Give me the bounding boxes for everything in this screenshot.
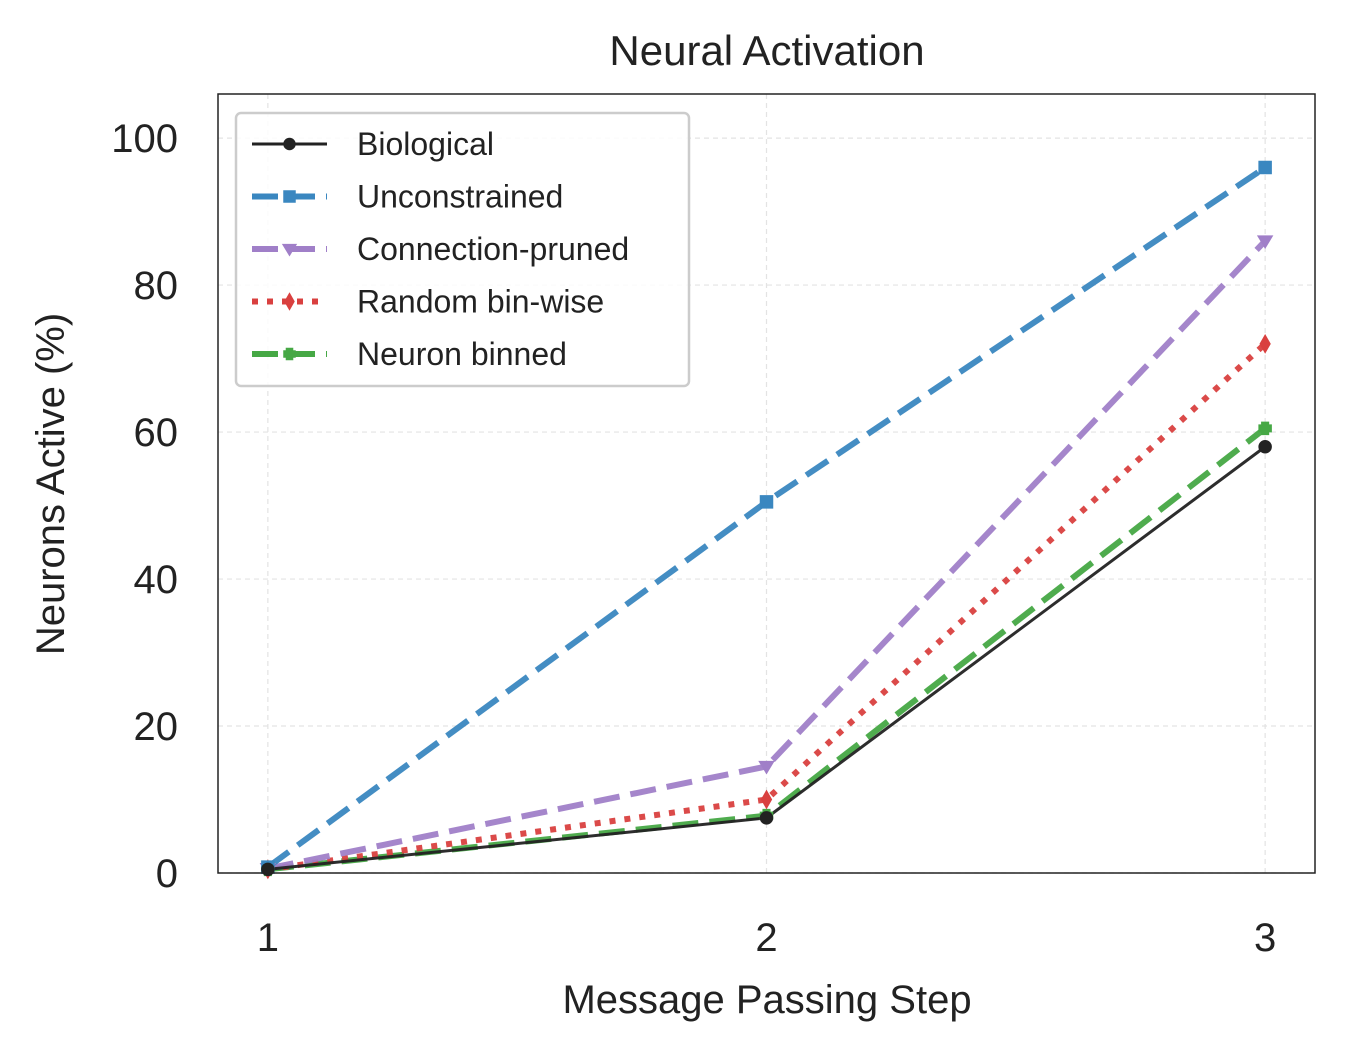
y-tick-label: 60 (134, 411, 179, 455)
legend-item-connection-pruned: Connection-pruned (252, 231, 629, 267)
marker-connection-pruned (758, 760, 775, 775)
marker-biological (1258, 440, 1272, 454)
marker-neuron-binned (1258, 421, 1272, 436)
legend-item-random-bin-wise: Random bin-wise (252, 284, 604, 320)
legend: Biological Unconstrained Connection-pruned… (234, 111, 691, 388)
y-tick-label: 80 (134, 264, 179, 308)
y-tick-label: 0 (156, 852, 178, 896)
y-axis-label: Neurons Active (%) (29, 313, 73, 655)
marker-random-bin-wise (1259, 333, 1271, 354)
marker-legend (284, 292, 295, 311)
x-tick-label: 1 (257, 916, 279, 960)
marker-legend (283, 190, 296, 203)
series-line-connection-pruned (267, 238, 1268, 872)
marker-legend (283, 347, 296, 361)
series-line-random-bin-wise (267, 341, 1268, 873)
x-tick-label: 2 (755, 916, 777, 960)
marker-connection-pruned (1256, 235, 1274, 250)
legend-label: Random bin-wise (357, 284, 604, 320)
legend-label: Unconstrained (357, 179, 563, 215)
marker-biological (759, 811, 774, 825)
y-tick-label: 20 (134, 705, 179, 749)
y-tick-label: 100 (111, 117, 178, 161)
y-tick-label: 40 (134, 558, 179, 602)
legend-label: Neuron binned (357, 336, 567, 372)
legend-box (234, 111, 691, 388)
legend-label: Biological (357, 126, 494, 162)
series-markers (259, 160, 1274, 880)
plot-frame (217, 93, 1316, 874)
legend-item-biological: Biological (252, 126, 494, 162)
legend-label: Connection-pruned (357, 231, 629, 267)
chart-title: Neural Activation (609, 27, 924, 74)
marker-random-bin-wise (760, 789, 773, 810)
legend-item-unconstrained: Unconstrained (252, 179, 563, 215)
marker-legend (281, 243, 298, 257)
legend-item-neuron-binned: Neuron binned (252, 336, 567, 372)
x-axis-label: Message Passing Step (562, 978, 971, 1022)
marker-unconstrained (1258, 160, 1272, 175)
marker-legend (283, 137, 296, 151)
series-line-unconstrained (266, 164, 1267, 870)
x-tick-label: 3 (1254, 916, 1276, 960)
tick-labels: 1 2 3 0 20 40 60 80 100 (111, 117, 1276, 960)
marker-unconstrained (759, 495, 774, 509)
